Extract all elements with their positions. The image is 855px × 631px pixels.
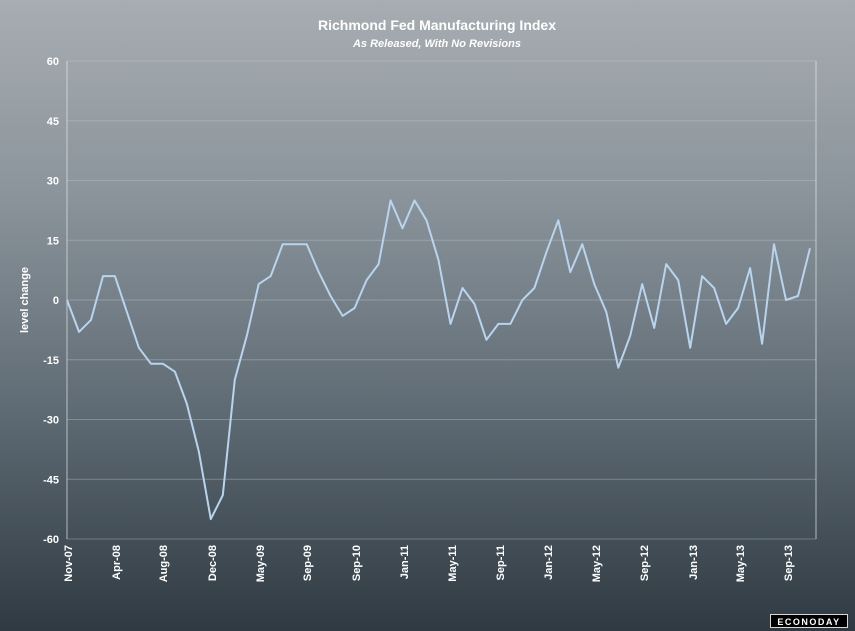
y-tick-label: -45 [43, 474, 59, 486]
y-tick-label: -60 [43, 534, 59, 546]
x-tick-label: Sep-12 [639, 545, 651, 581]
y-tick-label: 30 [47, 176, 59, 188]
x-tick-label: Sep-09 [302, 545, 314, 581]
y-tick-label: 60 [47, 56, 59, 68]
y-tick-label: 15 [47, 235, 59, 247]
x-tick-label: Jan-13 [688, 545, 700, 580]
x-tick-label: Jan-12 [543, 545, 555, 580]
x-tick-label: May-11 [447, 545, 459, 582]
y-axis-label: level change [19, 267, 31, 333]
x-tick-label: Aug-08 [158, 545, 170, 582]
y-tick-labels: 60 45 30 15 0 -15 -30 -45 -60 [43, 56, 59, 546]
series-line [66, 199, 811, 521]
y-tick-label: 45 [47, 116, 59, 128]
x-tick-label: May-13 [735, 545, 747, 582]
x-tick-label: Sep-10 [351, 545, 363, 581]
x-tick-label: Sep-11 [495, 545, 507, 580]
chart-title: Richmond Fed Manufacturing Index [318, 17, 556, 33]
y-tick-label: -30 [43, 415, 59, 427]
x-tick-labels: Nov-07 Apr-08 Aug-08 Dec-08 May-09 Sep-09 Sep-… [63, 545, 795, 582]
x-tick-label: Dec-08 [207, 545, 219, 581]
chart-subtitle: As Released, With No Revisions [352, 38, 521, 50]
econoday-logo: ECONODAY [770, 614, 848, 628]
x-tick-label: May-12 [591, 545, 603, 582]
series-layer [66, 199, 811, 521]
x-tick-label: Jan-11 [399, 545, 411, 579]
x-tick-label: Sep-13 [783, 545, 795, 581]
y-tick-label: 0 [53, 295, 59, 307]
y-tick-label: -15 [43, 355, 59, 367]
x-tick-label: Nov-07 [63, 545, 75, 582]
x-tick-label: May-09 [255, 545, 267, 582]
x-tick-label: Apr-08 [111, 545, 123, 580]
grid-lines [66, 60, 817, 540]
